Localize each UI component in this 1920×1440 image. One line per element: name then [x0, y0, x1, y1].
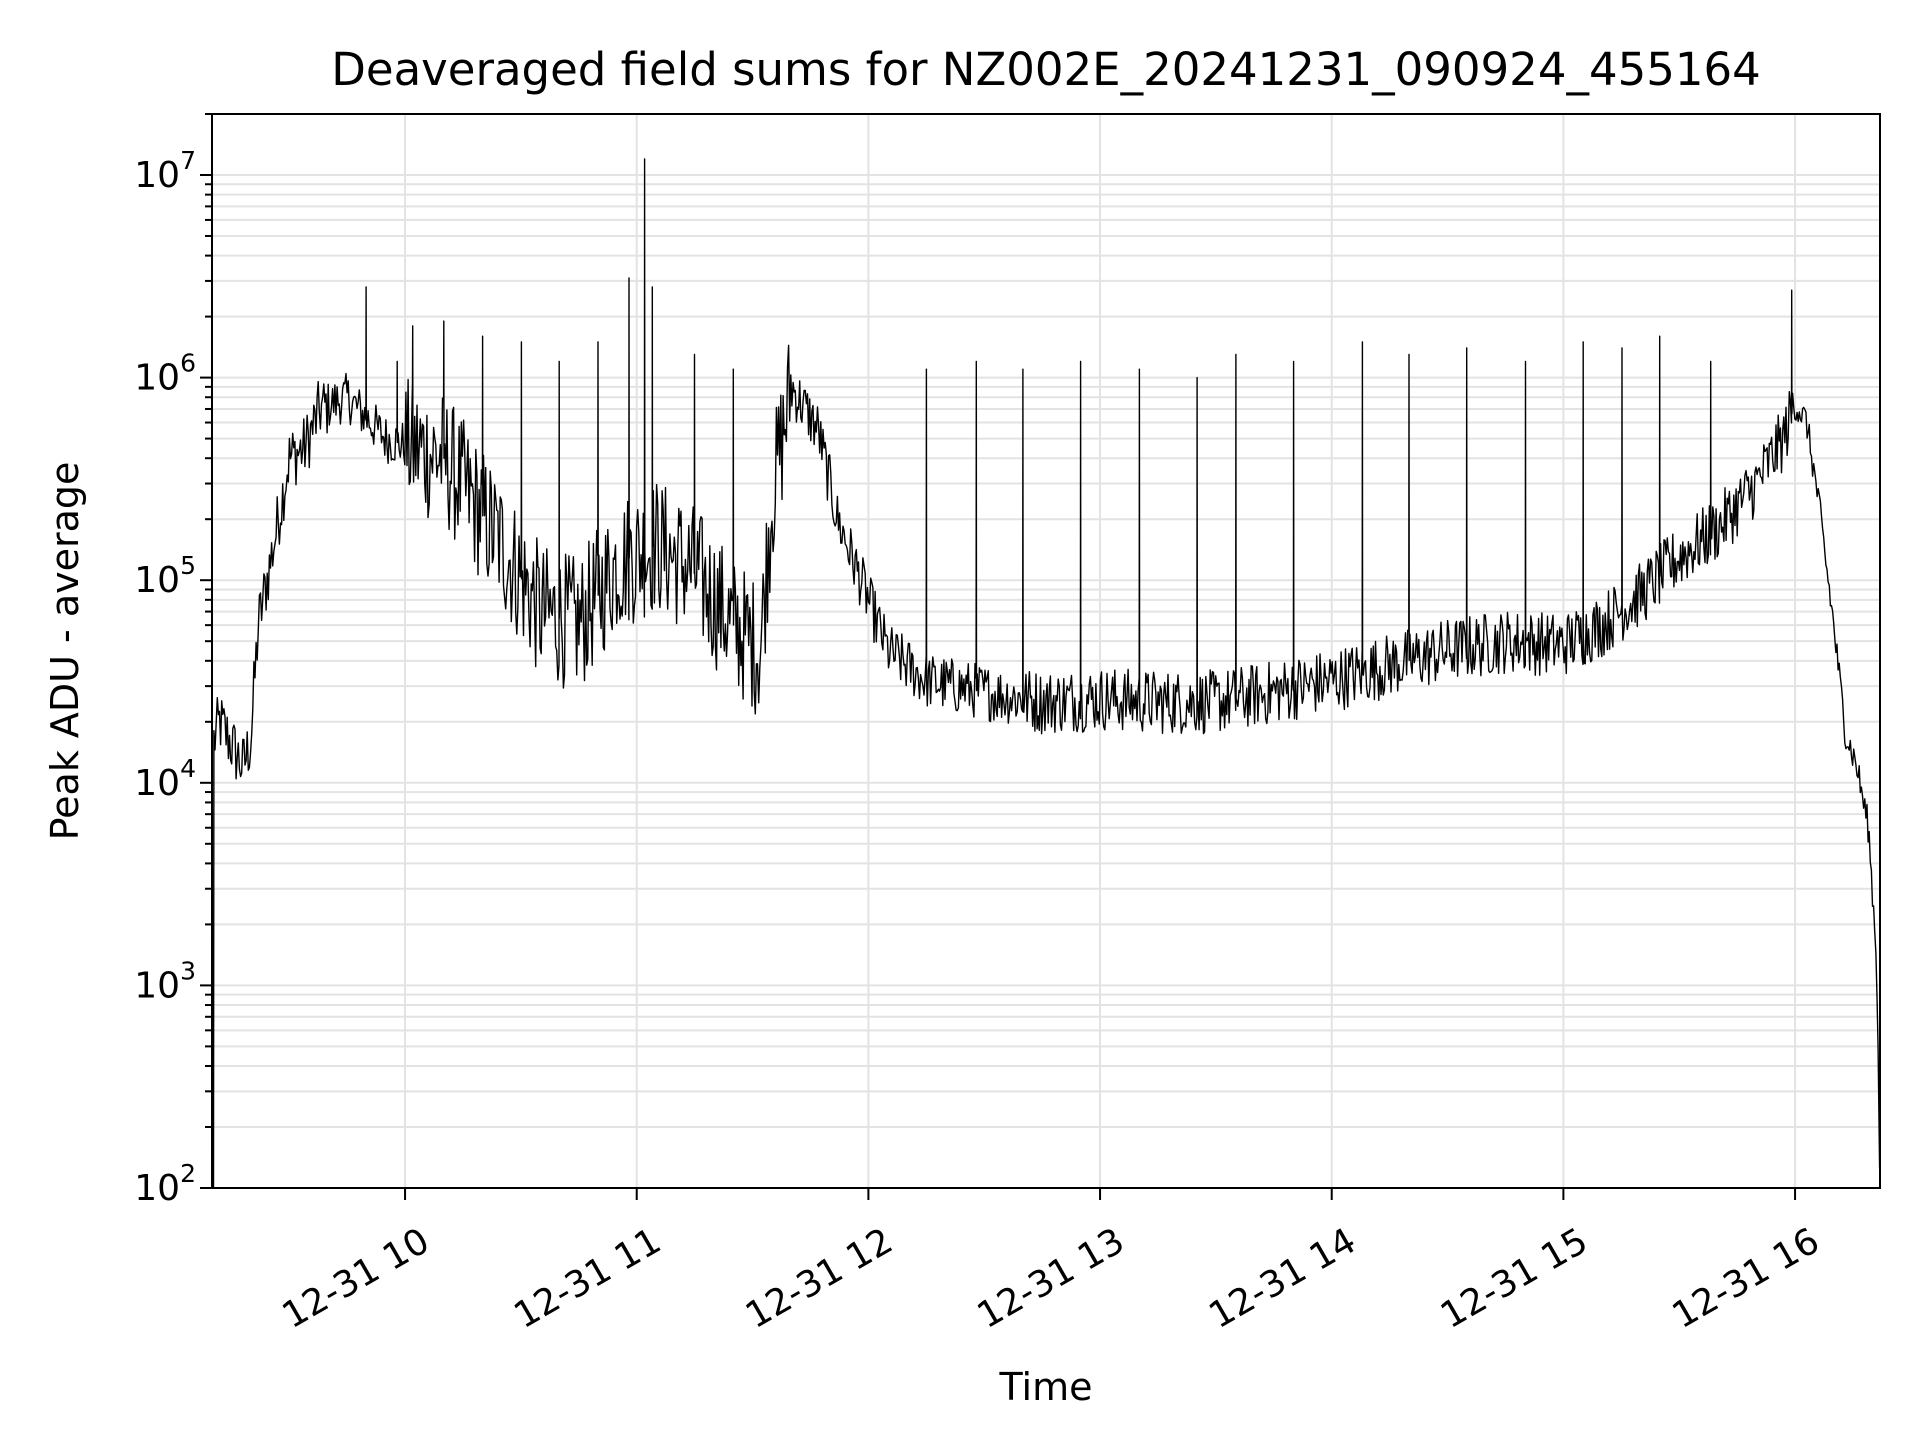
chart-title: Deaveraged field sums for NZ002E_2024123…: [331, 43, 1760, 96]
y-tick-label: 106: [134, 349, 196, 399]
y-tick-label: 102: [134, 1159, 196, 1209]
y-tick-label: 103: [134, 956, 196, 1006]
y-axis-label: Peak ADU - average: [43, 462, 87, 841]
x-axis-label: Time: [999, 1365, 1093, 1409]
plot-frame: [211, 113, 1881, 1189]
y-tick-label: 104: [134, 754, 196, 804]
plot-area: [212, 158, 1881, 1189]
y-tick-label: 105: [134, 551, 196, 601]
y-tick-label: 107: [134, 146, 196, 196]
y-axis: 102 103 104 105 106 107: [134, 113, 212, 1209]
series-line: [212, 158, 1881, 1189]
